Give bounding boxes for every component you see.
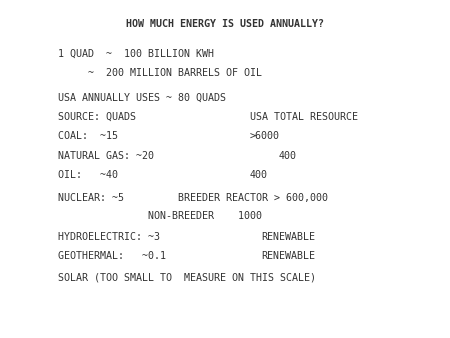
- Text: RENEWABLE: RENEWABLE: [261, 232, 315, 242]
- Text: 400: 400: [250, 170, 268, 180]
- Text: SOLAR (TOO SMALL TO  MEASURE ON THIS SCALE): SOLAR (TOO SMALL TO MEASURE ON THIS SCAL…: [58, 272, 316, 282]
- Text: COAL:  ~15: COAL: ~15: [58, 131, 118, 142]
- Text: NUCLEAR: ~5: NUCLEAR: ~5: [58, 193, 125, 203]
- Text: USA TOTAL RESOURCE: USA TOTAL RESOURCE: [250, 112, 358, 122]
- Text: RENEWABLE: RENEWABLE: [261, 251, 315, 261]
- Text: BREEDER REACTOR > 600,000: BREEDER REACTOR > 600,000: [178, 193, 328, 203]
- Text: 1 QUAD  ~  100 BILLION KWH: 1 QUAD ~ 100 BILLION KWH: [58, 49, 215, 59]
- Text: 400: 400: [279, 151, 297, 161]
- Text: OIL:   ~40: OIL: ~40: [58, 170, 118, 180]
- Text: ~  200 MILLION BARRELS OF OIL: ~ 200 MILLION BARRELS OF OIL: [58, 68, 262, 78]
- Text: HYDROELECTRIC: ~3: HYDROELECTRIC: ~3: [58, 232, 161, 242]
- Text: NON-BREEDER    1000: NON-BREEDER 1000: [148, 211, 262, 221]
- Text: SOURCE: QUADS: SOURCE: QUADS: [58, 112, 136, 122]
- Text: NATURAL GAS: ~20: NATURAL GAS: ~20: [58, 151, 154, 161]
- Text: USA ANNUALLY USES ~ 80 QUADS: USA ANNUALLY USES ~ 80 QUADS: [58, 93, 226, 103]
- Text: >6000: >6000: [250, 131, 280, 142]
- Text: GEOTHERMAL:   ~0.1: GEOTHERMAL: ~0.1: [58, 251, 166, 261]
- Text: HOW MUCH ENERGY IS USED ANNUALLY?: HOW MUCH ENERGY IS USED ANNUALLY?: [126, 19, 324, 29]
